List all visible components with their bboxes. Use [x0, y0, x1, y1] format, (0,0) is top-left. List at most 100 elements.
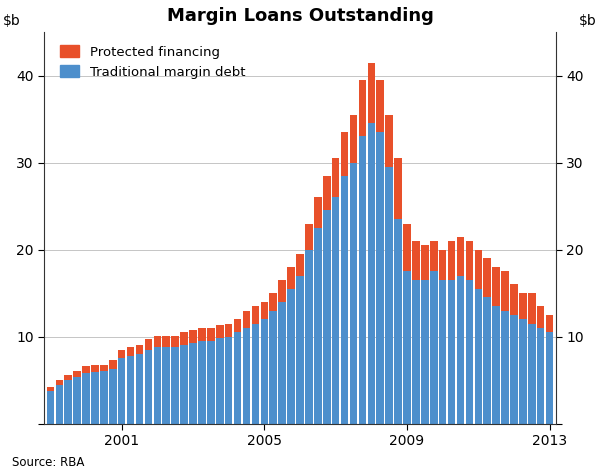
Bar — [198, 328, 206, 341]
Bar — [269, 293, 277, 310]
Bar — [243, 328, 250, 424]
Bar — [323, 210, 331, 424]
Bar — [466, 241, 473, 280]
Bar — [412, 241, 419, 280]
Bar — [519, 293, 527, 319]
Bar — [225, 337, 232, 424]
Bar — [181, 332, 188, 346]
Bar — [136, 354, 143, 424]
Bar — [421, 280, 428, 424]
Bar — [403, 224, 411, 272]
Bar — [163, 336, 170, 347]
Bar — [73, 377, 81, 424]
Bar — [296, 254, 304, 276]
Bar — [430, 241, 437, 272]
Bar — [537, 306, 544, 328]
Bar — [172, 336, 179, 347]
Bar — [385, 115, 393, 167]
Bar — [181, 346, 188, 424]
Bar — [100, 365, 107, 372]
Bar — [287, 289, 295, 424]
Bar — [412, 280, 419, 424]
Bar — [368, 63, 375, 123]
Bar — [394, 219, 402, 424]
Bar — [305, 250, 313, 424]
Bar — [189, 343, 197, 424]
Bar — [56, 384, 63, 424]
Bar — [154, 336, 161, 347]
Bar — [56, 380, 63, 384]
Bar — [127, 356, 134, 424]
Bar — [519, 319, 527, 424]
Bar — [448, 280, 455, 424]
Bar — [269, 310, 277, 424]
Bar — [234, 319, 241, 332]
Bar — [439, 250, 446, 280]
Bar — [100, 372, 107, 424]
Bar — [457, 237, 464, 276]
Bar — [47, 391, 54, 424]
Bar — [332, 158, 340, 197]
Bar — [145, 350, 152, 424]
Bar — [484, 298, 491, 424]
Bar — [189, 330, 197, 343]
Bar — [341, 132, 349, 176]
Bar — [145, 339, 152, 350]
Bar — [73, 371, 81, 377]
Legend: Protected financing, Traditional margin debt: Protected financing, Traditional margin … — [55, 40, 251, 84]
Bar — [341, 176, 349, 424]
Bar — [172, 347, 179, 424]
Bar — [136, 346, 143, 354]
Text: Source: RBA: Source: RBA — [12, 456, 85, 469]
Bar — [260, 319, 268, 424]
Bar — [475, 289, 482, 424]
Text: $b: $b — [3, 14, 21, 28]
Bar — [163, 347, 170, 424]
Bar — [91, 365, 99, 373]
Bar — [359, 137, 366, 424]
Bar — [287, 267, 295, 289]
Bar — [493, 267, 500, 306]
Bar — [225, 324, 232, 337]
Bar — [305, 224, 313, 250]
Bar — [64, 375, 72, 380]
Bar — [314, 197, 322, 228]
Bar — [216, 338, 224, 424]
Bar — [207, 341, 215, 424]
Bar — [314, 228, 322, 424]
Bar — [127, 347, 134, 356]
Text: $b: $b — [579, 14, 597, 28]
Bar — [501, 272, 509, 310]
Bar — [475, 250, 482, 289]
Bar — [109, 369, 116, 424]
Bar — [198, 341, 206, 424]
Bar — [439, 280, 446, 424]
Bar — [537, 328, 544, 424]
Bar — [118, 350, 125, 358]
Bar — [501, 310, 509, 424]
Bar — [216, 325, 224, 338]
Bar — [260, 302, 268, 319]
Bar — [457, 276, 464, 424]
Bar — [109, 360, 116, 369]
Bar — [510, 315, 518, 424]
Bar — [91, 373, 99, 424]
Bar — [385, 167, 393, 424]
Bar — [323, 176, 331, 210]
Bar — [359, 80, 366, 137]
Bar — [82, 373, 90, 424]
Bar — [296, 276, 304, 424]
Bar — [243, 310, 250, 328]
Bar — [421, 245, 428, 280]
Bar — [528, 324, 536, 424]
Bar — [350, 115, 357, 163]
Bar — [368, 123, 375, 424]
Bar — [251, 324, 259, 424]
Bar — [207, 328, 215, 341]
Bar — [278, 302, 286, 424]
Bar — [448, 241, 455, 280]
Bar — [528, 293, 536, 324]
Bar — [278, 280, 286, 302]
Bar — [493, 306, 500, 424]
Bar — [332, 197, 340, 424]
